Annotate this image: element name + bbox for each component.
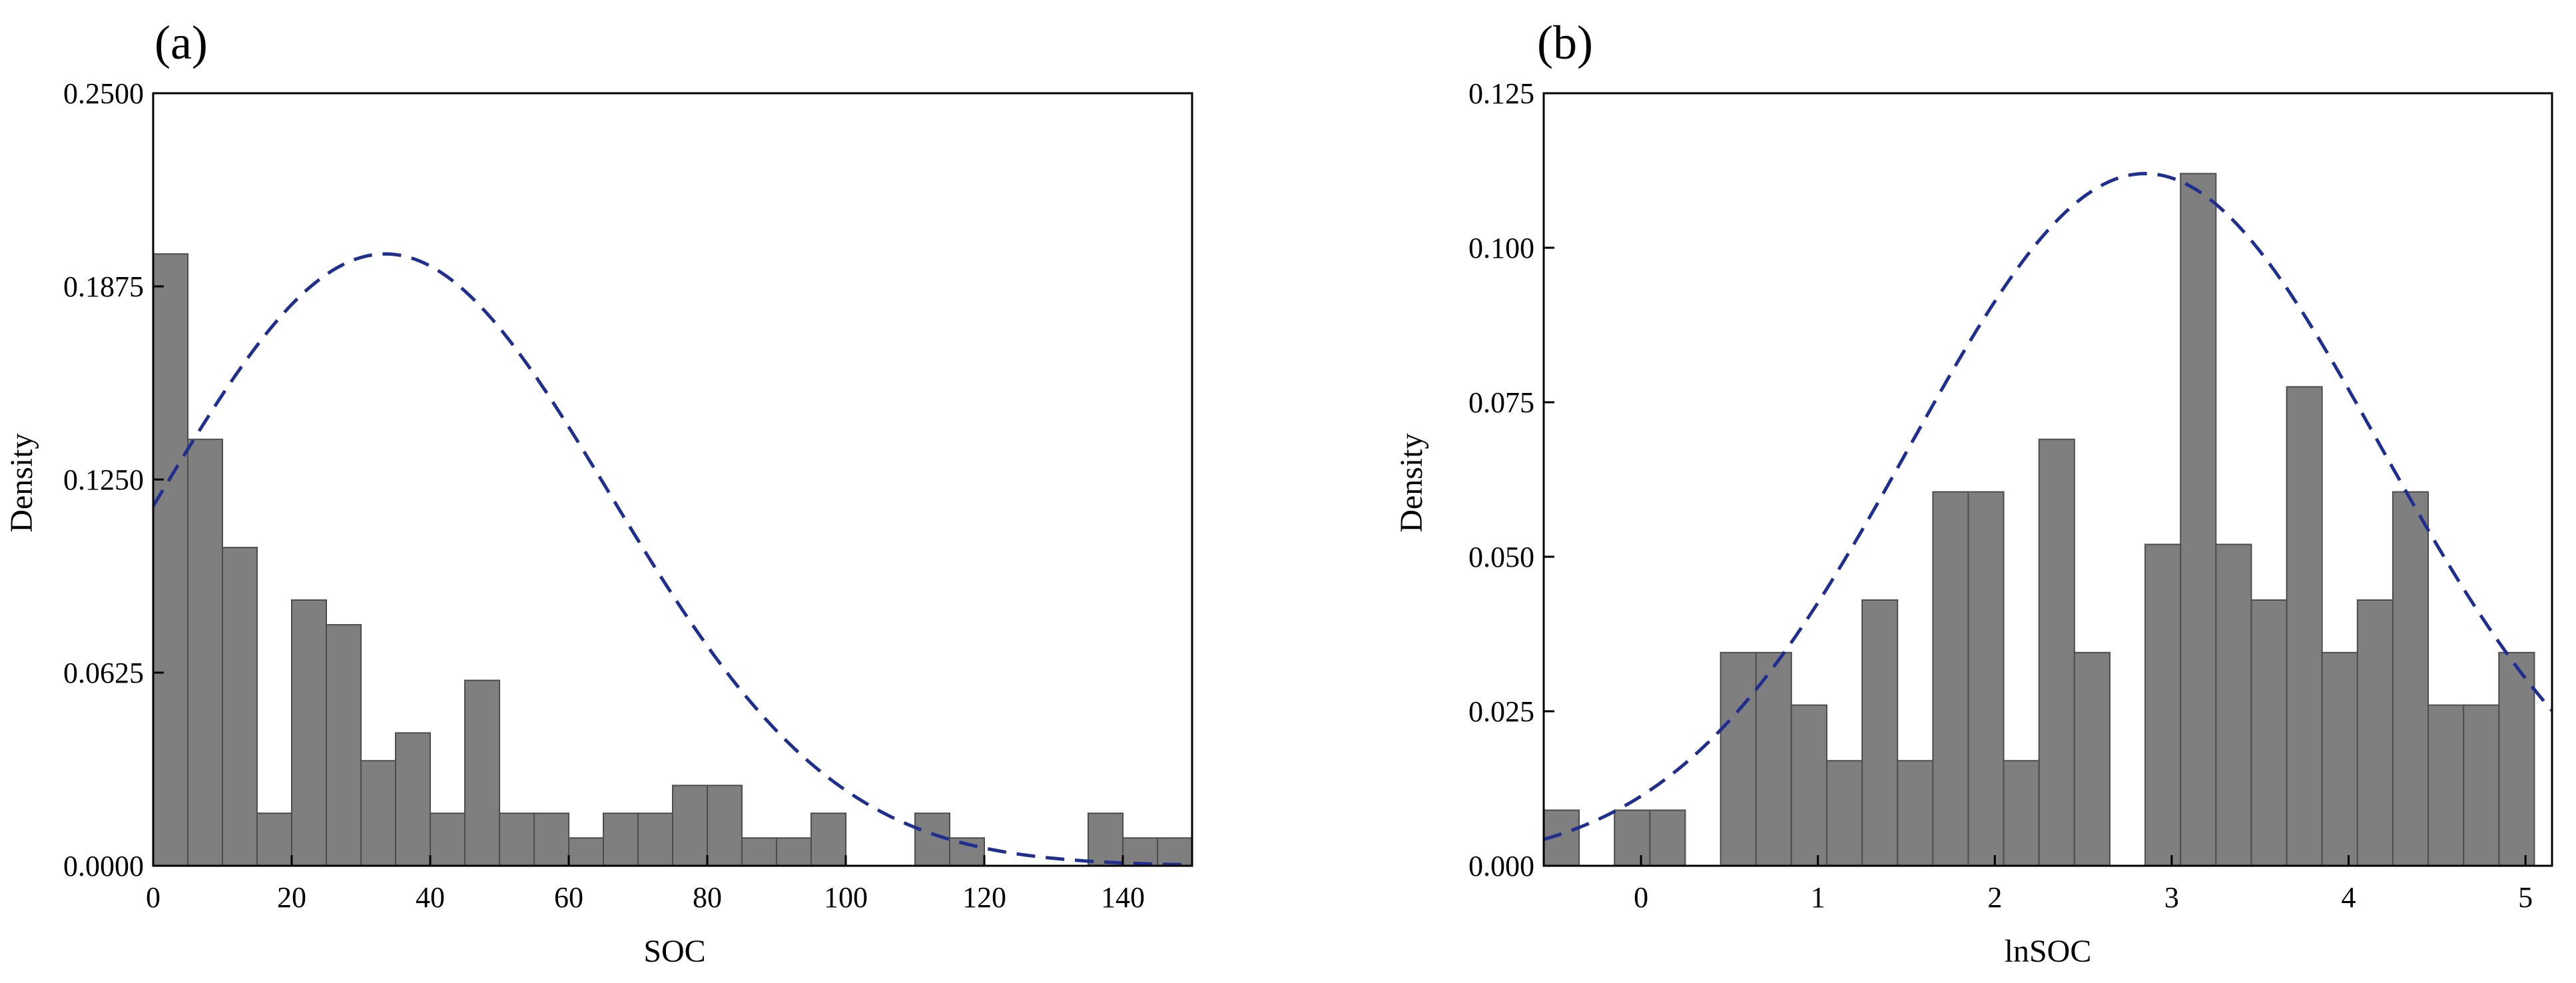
histogram-bar: [2498, 651, 2535, 867]
x-tick-label: 2: [1987, 881, 2002, 914]
normal-fit-curve-a: [151, 252, 1193, 866]
histogram-bar: [2215, 543, 2252, 866]
x-axis-ticks-a: 0 20 40 60 80 100 120 140: [146, 855, 1145, 914]
histogram-bar: [256, 813, 292, 866]
y-axis-ticks-a: 0.0000 0.0625 0.1250 0.1875 0.2500: [63, 77, 164, 882]
y-tick-label: 0.025: [1468, 695, 1534, 728]
histogram-bar: [153, 253, 188, 866]
y-tick-label: 0.2500: [63, 77, 144, 110]
x-axis-ticks-b: 0 1 2 3 4 5: [1634, 855, 2533, 914]
histogram-bar: [222, 547, 258, 867]
histogram-bar: [2286, 386, 2323, 866]
x-axis-label-a: SOC: [643, 934, 705, 969]
x-tick-label: 40: [416, 881, 445, 914]
histogram-bar: [2427, 704, 2465, 866]
normal-fit-curve-b: [1543, 172, 2553, 841]
histogram-bar: [2038, 438, 2075, 866]
histogram-bar: [1790, 704, 1827, 866]
histogram-bar: [1861, 599, 1899, 867]
histogram-bar: [810, 813, 846, 866]
histogram-bar: [2144, 543, 2182, 866]
y-tick-label: 0.050: [1468, 541, 1534, 573]
x-tick-label: 3: [2164, 881, 2179, 914]
histogram-bars-a: [153, 253, 1193, 867]
histogram-bar: [672, 785, 708, 866]
y-tick-label: 0.0000: [63, 850, 144, 882]
x-tick-label: 20: [277, 881, 306, 914]
x-tick-label: 60: [554, 881, 583, 914]
histogram-bar: [1720, 651, 1757, 867]
histogram-bar: [914, 813, 950, 866]
histogram-bar: [1157, 837, 1193, 866]
x-tick-label: 0: [146, 881, 161, 914]
histogram-bar: [1649, 809, 1686, 866]
x-axis-label-b: lnSOC: [2005, 934, 2092, 969]
histogram-bar: [1088, 813, 1124, 866]
histogram-bar: [1897, 760, 1934, 866]
histogram-bar: [533, 813, 569, 866]
histogram-bar: [2356, 599, 2394, 867]
histogram-bar: [568, 837, 604, 866]
histogram-bar: [326, 624, 362, 867]
y-tick-label: 0.075: [1468, 386, 1534, 419]
histogram-bar: [2321, 651, 2358, 867]
panel-label-a: (a): [155, 16, 208, 69]
histogram-bar: [707, 785, 743, 866]
histogram-bar: [2073, 651, 2110, 867]
y-tick-label: 0.1250: [63, 464, 144, 496]
histogram-bar: [603, 813, 639, 866]
histogram-bar: [360, 760, 396, 866]
panel-b: (b) 0 1 2 3 4 5 0.000 0.025 0.050 0.075 0.100 0.12…: [1394, 16, 2553, 969]
histogram-bar: [395, 732, 431, 866]
panel-a: (a) 0 20 40 60 80 100 120 140 0.0000 0.0625 0.125…: [4, 16, 1193, 969]
histogram-bar: [949, 837, 985, 866]
histogram-bar: [187, 438, 223, 866]
histogram-bar: [2463, 704, 2500, 866]
y-axis-ticks-b: 0.000 0.025 0.050 0.075 0.100 0.125: [1468, 77, 1554, 882]
x-tick-label: 80: [693, 881, 722, 914]
x-tick-label: 100: [824, 881, 868, 914]
histogram-bar: [741, 837, 777, 866]
histogram-bar: [1614, 809, 1651, 866]
histogram-bar: [430, 813, 466, 866]
histogram-bar: [1122, 837, 1158, 866]
y-tick-label: 0.0625: [63, 657, 144, 689]
y-axis-label-b: Density: [1394, 433, 1429, 532]
histogram-bar: [1825, 760, 1863, 866]
x-tick-label: 4: [2342, 881, 2356, 914]
y-tick-label: 0.000: [1468, 850, 1534, 882]
histogram-bar: [1932, 491, 1969, 866]
y-axis-label-a: Density: [4, 433, 39, 532]
histogram-bar: [2180, 172, 2217, 866]
x-tick-label: 120: [962, 881, 1006, 914]
histogram-bar: [499, 813, 535, 866]
histogram-bar: [2003, 760, 2040, 866]
y-tick-label: 0.100: [1468, 232, 1534, 264]
histogram-bar: [1967, 491, 2005, 866]
x-tick-label: 140: [1101, 881, 1145, 914]
histogram-bar: [2392, 491, 2429, 866]
histogram-bar: [464, 679, 500, 866]
x-tick-label: 0: [1634, 881, 1648, 914]
x-tick-label: 5: [2518, 881, 2533, 914]
histogram-bar: [776, 837, 812, 866]
y-tick-label: 0.125: [1468, 77, 1534, 110]
histogram-bar: [637, 813, 673, 866]
x-tick-label: 1: [1811, 881, 1825, 914]
y-tick-label: 0.1875: [63, 270, 144, 303]
panel-label-b: (b): [1537, 16, 1593, 69]
histogram-bar: [291, 599, 327, 867]
histogram-bar: [2250, 599, 2288, 867]
plot-frame-b: [1542, 92, 2553, 867]
histogram-bars-b: [1543, 172, 2535, 867]
